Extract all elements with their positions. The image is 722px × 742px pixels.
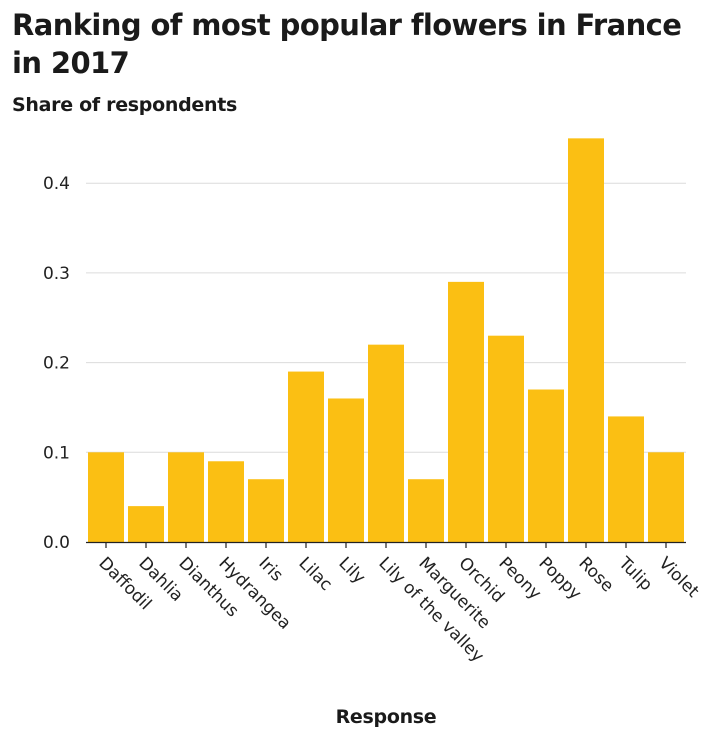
bar-lily [328, 398, 364, 542]
bar-rose [568, 138, 604, 542]
bar-lilac [288, 372, 324, 542]
bar-daffodil [88, 452, 124, 542]
x-tick-label: Tulip [614, 553, 656, 595]
y-tick-label: 0.3 [43, 264, 70, 284]
bar-poppy [528, 390, 564, 542]
x-axis-title: Response [0, 706, 722, 728]
x-tick-label: Violet [654, 553, 702, 601]
bar-dahlia [128, 506, 164, 542]
y-tick-label: 0.2 [43, 354, 70, 374]
y-tick-label: 0.0 [43, 533, 70, 553]
bar-marguerite [408, 479, 444, 542]
bar-hydrangea [208, 461, 244, 542]
bar-violet [648, 452, 684, 542]
x-tick-label: Lilac [294, 553, 335, 594]
y-tick-label: 0.4 [43, 174, 70, 194]
bar-iris [248, 479, 284, 542]
bar-tulip [608, 416, 644, 542]
y-tick-label: 0.1 [43, 443, 70, 463]
x-tick-label: Iris [254, 553, 286, 585]
x-tick-label: Poppy [534, 553, 585, 604]
bar-peony [488, 336, 524, 542]
bar-lily-of-the-valley [368, 345, 404, 542]
bar-dianthus [168, 452, 204, 542]
bar-orchid [448, 282, 484, 542]
x-tick-label: Lily [334, 553, 369, 588]
